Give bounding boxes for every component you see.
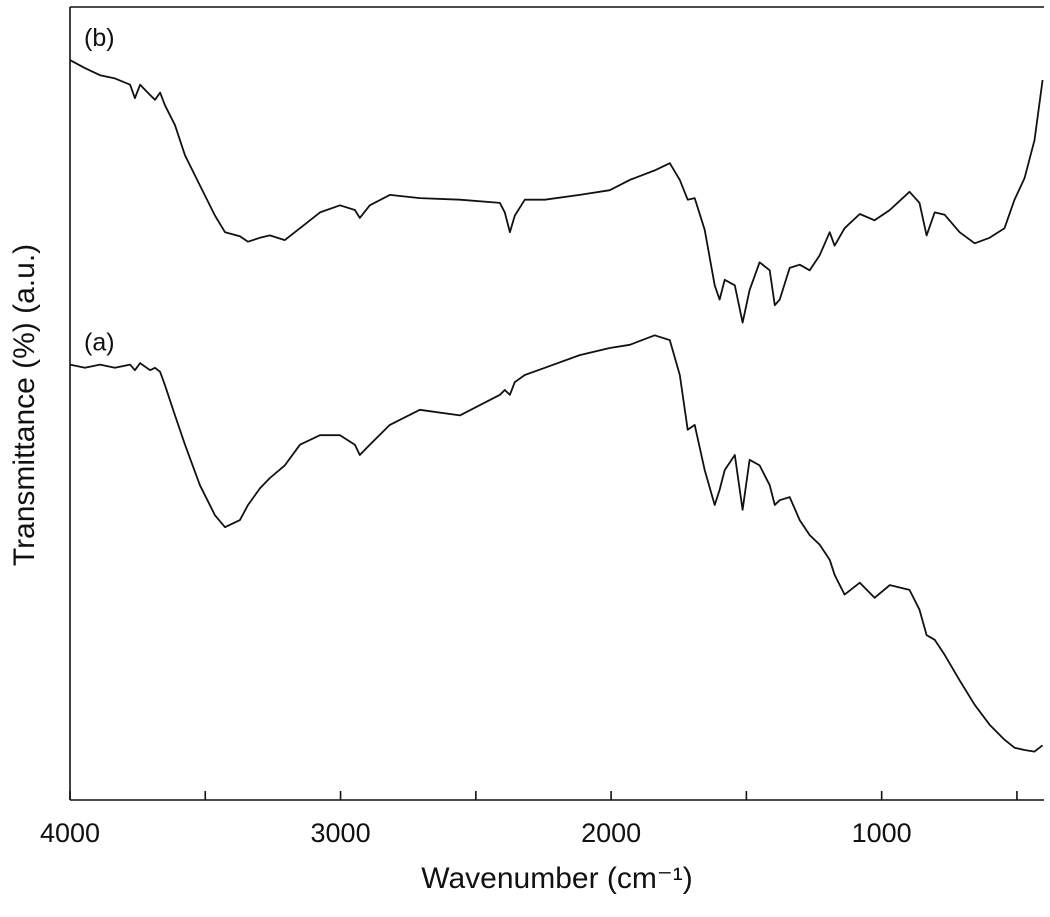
x-tick-label: 1000 bbox=[852, 818, 912, 848]
x-tick-label: 4000 bbox=[40, 818, 100, 848]
series-label: (b) bbox=[84, 24, 115, 52]
y-axis-title: Transmittance (%) (a.u.) bbox=[8, 244, 41, 566]
x-axis-title: Wavenumber (cm⁻¹) bbox=[421, 862, 692, 895]
spectrum-line bbox=[69, 334, 1044, 753]
x-tick-label: 3000 bbox=[311, 818, 371, 848]
series-label: (a) bbox=[84, 329, 115, 357]
x-tick-label: 2000 bbox=[581, 818, 641, 848]
spectrum-line bbox=[69, 59, 1044, 324]
